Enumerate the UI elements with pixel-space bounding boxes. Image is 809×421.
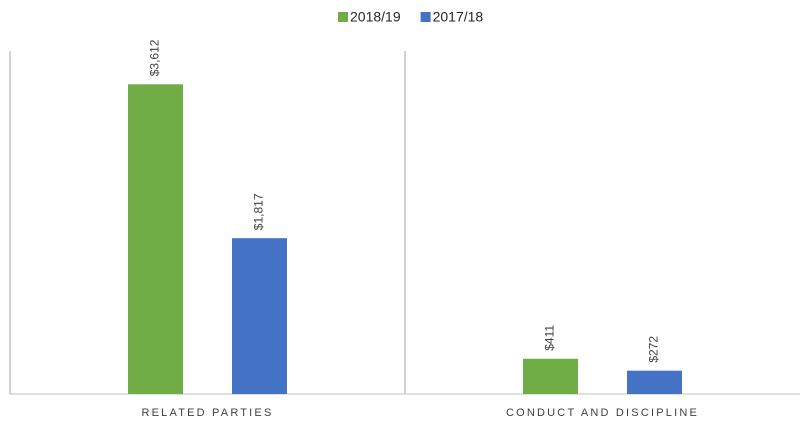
bar <box>128 84 183 395</box>
legend-label: 2018/19 <box>350 9 401 25</box>
x-tick-label: CONDUCT AND DISCIPLINE <box>506 407 699 419</box>
bar <box>523 358 578 394</box>
bar <box>232 238 287 394</box>
value-label: $272 <box>647 336 661 363</box>
bar <box>627 370 682 394</box>
legend-swatch <box>420 12 431 22</box>
value-label: $411 <box>543 325 557 351</box>
legend-label: 2017/18 <box>433 9 484 25</box>
value-label: $3,612 <box>148 39 162 76</box>
value-label: $1,817 <box>252 193 266 230</box>
legend-swatch <box>338 12 348 22</box>
x-tick-label: RELATED PARTIES <box>141 407 273 419</box>
